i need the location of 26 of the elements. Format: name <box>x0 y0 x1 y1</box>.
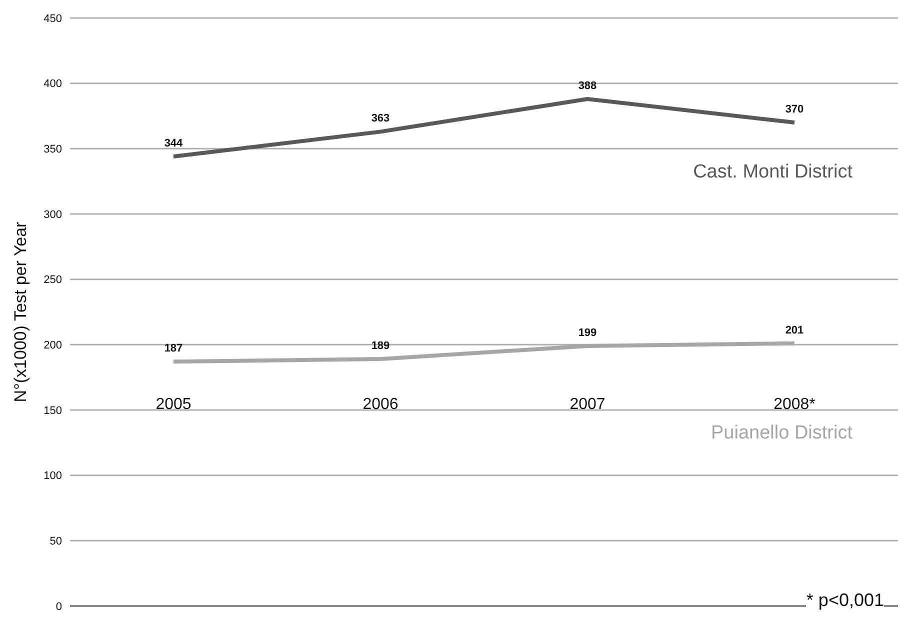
y-tick-label: 50 <box>50 536 62 548</box>
y-axis-title: N°(x1000) Test per Year <box>11 221 30 402</box>
data-label: 189 <box>371 340 390 352</box>
data-label: 370 <box>785 104 804 116</box>
annotation: * p<0,001 <box>806 590 884 610</box>
data-label: 344 <box>164 138 184 150</box>
x-tick-label: 2006 <box>362 396 398 413</box>
y-tick-label: 250 <box>44 274 62 286</box>
data-label: 388 <box>578 80 597 92</box>
y-tick-label: 450 <box>44 12 62 25</box>
text: Puianello District <box>711 422 854 444</box>
data-label: 199 <box>578 326 597 339</box>
x-tick-label: 2008* <box>774 396 816 413</box>
y-tick-label: 0 <box>56 600 62 613</box>
y-tick-label: 350 <box>44 144 62 156</box>
x-tick-label: 2005 <box>156 396 192 413</box>
y-tick-label: 200 <box>44 340 62 352</box>
data-label: 363 <box>371 112 390 125</box>
y-tick-label: 100 <box>44 470 62 482</box>
data-label: 201 <box>785 324 804 336</box>
y-tick-label: 300 <box>44 208 62 221</box>
y-tick-label: 400 <box>44 78 62 90</box>
text: Cast. Monti District <box>693 162 854 183</box>
y-tick-label: 150 <box>44 404 62 417</box>
data-label: 187 <box>164 342 183 355</box>
x-tick-label: 2007 <box>570 396 606 413</box>
